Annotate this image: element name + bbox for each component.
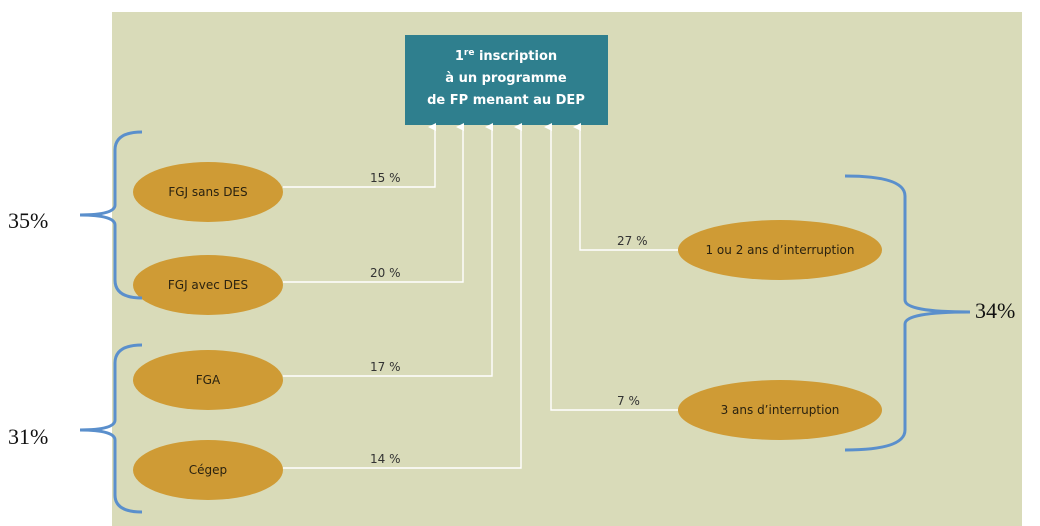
arrow — [573, 123, 678, 251]
source-node — [133, 162, 283, 222]
node-label: Cégep — [189, 463, 227, 477]
bracket — [79, 130, 143, 300]
connectors — [283, 123, 678, 469]
node-label: 1 ou 2 ans d’interruption — [705, 243, 854, 257]
node-label: 3 ans d’interruption — [721, 403, 840, 417]
source-node — [678, 220, 882, 280]
source-node — [133, 255, 283, 315]
source-node — [133, 440, 283, 500]
group-total: 34% — [975, 298, 1015, 323]
source-node — [678, 380, 882, 440]
target-line3: de FP menant au DEP — [427, 93, 585, 108]
group-total: 35% — [8, 208, 48, 233]
arrow — [544, 123, 678, 411]
share: 14 % — [370, 452, 401, 466]
node-label: FGJ avec DES — [168, 278, 248, 292]
num: 1 — [455, 49, 464, 64]
source-node — [133, 350, 283, 410]
rest: inscription — [474, 49, 557, 64]
group-total: 31% — [8, 424, 48, 449]
arrow — [283, 123, 436, 188]
bracket — [844, 174, 971, 452]
target-line1: 1re inscription — [455, 48, 557, 64]
sup: re — [464, 48, 475, 58]
target-line2: à un programme — [445, 71, 567, 86]
target-box — [405, 35, 608, 125]
bracket — [79, 343, 143, 514]
node-label: FGJ sans DES — [168, 185, 247, 199]
share: 27 % — [617, 234, 648, 248]
arrow — [283, 123, 522, 469]
share: 7 % — [617, 394, 640, 408]
arrow — [283, 123, 493, 377]
share: 20 % — [370, 266, 401, 280]
share: 15 % — [370, 171, 401, 185]
arrow — [283, 123, 464, 283]
node-label: FGA — [196, 373, 221, 387]
share: 17 % — [370, 360, 401, 374]
